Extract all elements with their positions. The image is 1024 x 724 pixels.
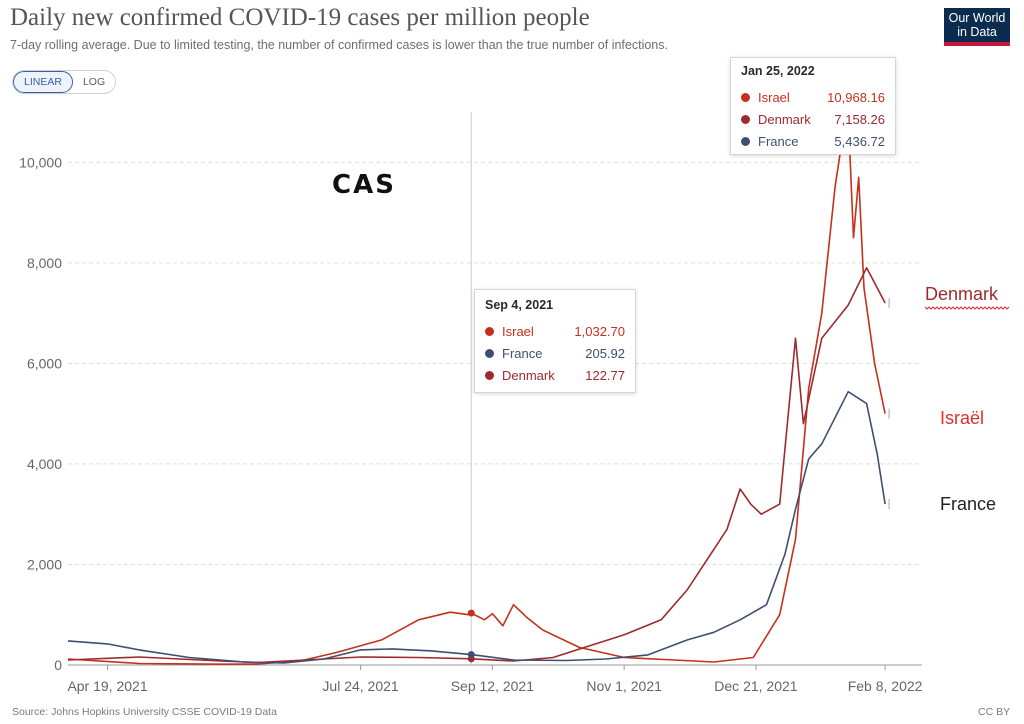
tooltip-date: Sep 4, 2021 (485, 298, 554, 312)
linear-scale-button[interactable]: LINEAR (13, 71, 73, 93)
tooltip-row: Denmark 122.77 (485, 364, 625, 386)
y-tick-label: 4,000 (27, 456, 62, 472)
x-tick-label: Feb 8, 2022 (848, 678, 923, 694)
series-name: Israel (758, 89, 790, 105)
series-name: Denmark (502, 367, 555, 383)
log-scale-button[interactable]: LOG (82, 76, 106, 88)
series-color-dot (485, 370, 494, 380)
logo-line-1: Our World (948, 11, 1006, 25)
series-color-dot (485, 348, 494, 358)
tooltip-jan-25-2022: Jan 25, 2022 Israel 10,968.16 Denmark 7,… (730, 57, 896, 155)
tooltip-row: Denmark 7,158.26 (741, 108, 885, 130)
gridlines (68, 161, 922, 666)
y-tick-label: 10,000 (19, 154, 62, 170)
x-tick-label: Dec 21, 2021 (714, 678, 797, 694)
series-color-dot (485, 326, 494, 336)
series-end-labels: Denmark Israël France (924, 284, 1010, 514)
series-name: France (758, 133, 799, 149)
series-name: Israel (502, 323, 534, 339)
y-tick-label: 0 (54, 657, 62, 673)
series-color-dot (741, 114, 750, 124)
cas-annotation: CAS (332, 170, 396, 200)
y-tick-label: 2,000 (27, 556, 62, 572)
series-value: 10,968.16 (827, 89, 885, 105)
x-tick-label: Apr 19, 2021 (67, 678, 147, 694)
spellcheck-underline (924, 306, 1010, 310)
logo-line-2: in Data (957, 25, 997, 39)
tooltip-date: Jan 25, 2022 (741, 64, 815, 78)
scale-toggle: LINEAR LOG (12, 70, 117, 94)
owid-logo[interactable]: Our World in Data (944, 8, 1010, 46)
series-value: 5,436.72 (834, 133, 885, 149)
series-line-denmark (67, 267, 886, 664)
series-value: 7,158.26 (834, 111, 885, 127)
series-color-dot (741, 136, 750, 146)
x-tick-label: Sep 12, 2021 (451, 678, 535, 694)
tooltip-sep-4-2021: Sep 4, 2021 Israel 1,032.70 France 205.9… (474, 289, 636, 393)
tooltip-row: Israel 1,032.70 (485, 320, 625, 342)
end-label-israel: Israël (940, 408, 984, 428)
tooltip-row: Israel 10,968.16 (741, 86, 885, 108)
x-axis: Apr 19, 2021 Jul 24, 2021 Sep 12, 2021 Nov … (67, 664, 923, 694)
series-value: 205.92 (585, 345, 625, 361)
tooltip-row: France 205.92 (485, 342, 625, 364)
series-value: 122.77 (585, 367, 625, 383)
end-label-france: France (940, 494, 996, 514)
end-label-denmark: Denmark (925, 284, 999, 304)
source-note: Source: Johns Hopkins University CSSE CO… (12, 706, 277, 718)
x-tick-label: Jul 24, 2021 (322, 678, 398, 694)
series-line-france (67, 390, 886, 664)
chart-title: Daily new confirmed COVID-19 cases per m… (10, 4, 590, 31)
y-tick-label: 8,000 (27, 255, 62, 271)
y-tick-label: 6,000 (27, 355, 62, 371)
series-value: 1,032.70 (574, 323, 625, 339)
chart-subtitle: 7-day rolling average. Due to limited te… (10, 38, 668, 52)
series-name: France (502, 345, 543, 361)
series-color-dot (741, 92, 750, 102)
license-link[interactable]: CC BY (978, 706, 1011, 718)
x-tick-label: Nov 1, 2021 (586, 678, 662, 694)
tooltip-row: France 5,436.72 (741, 130, 885, 152)
series-name: Denmark (758, 111, 811, 127)
y-axis: 0 2,000 4,000 6,000 8,000 10,000 (19, 154, 62, 673)
